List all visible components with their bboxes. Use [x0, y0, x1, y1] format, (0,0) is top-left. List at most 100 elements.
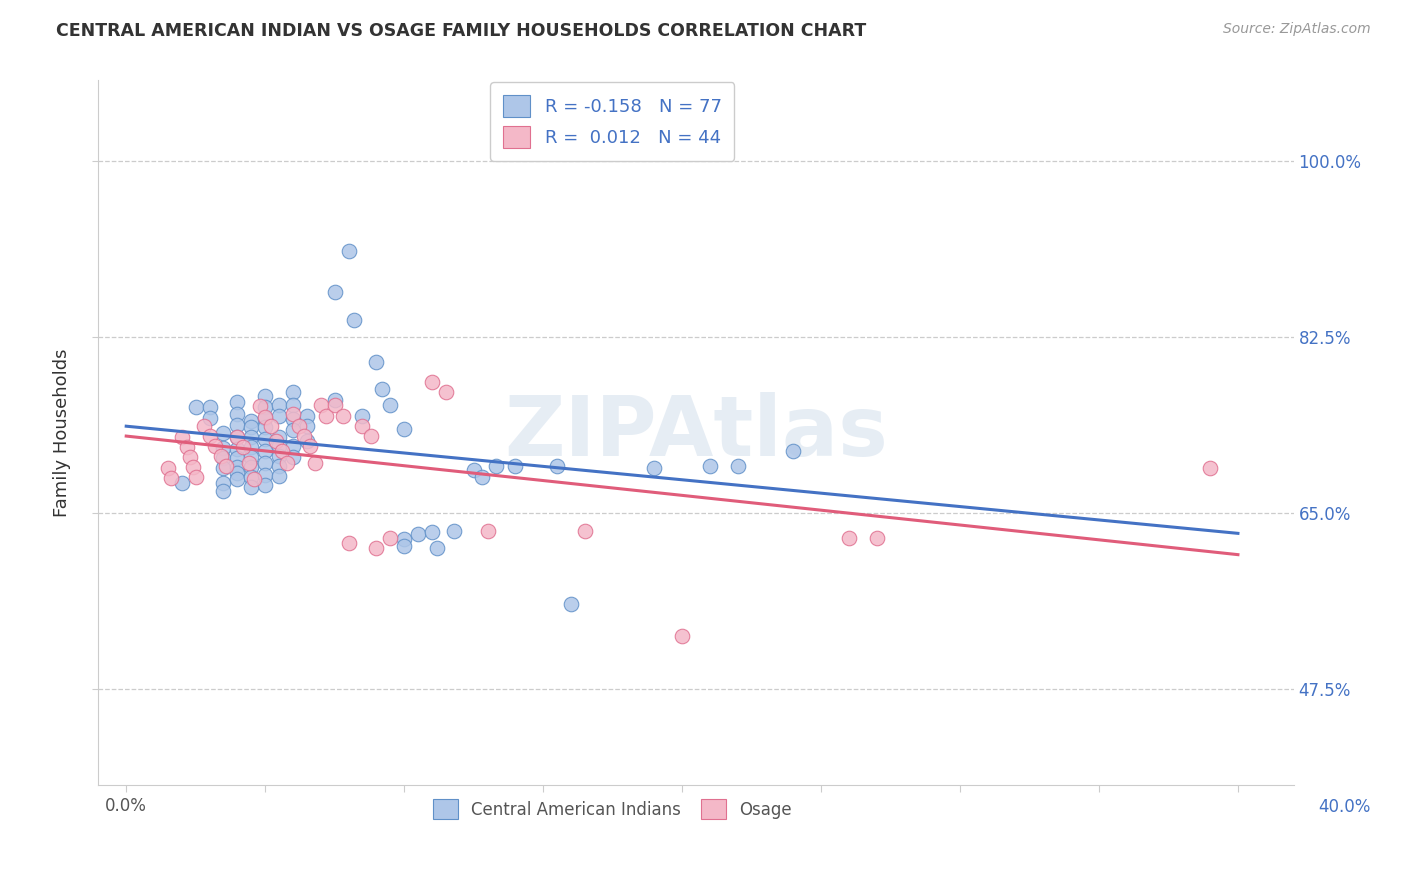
- Point: [254, 467, 277, 482]
- Point: [343, 313, 366, 327]
- Point: [226, 417, 249, 432]
- Point: [254, 432, 277, 446]
- Point: [281, 399, 304, 413]
- Point: [159, 471, 181, 485]
- Point: [426, 541, 449, 556]
- Point: [287, 418, 309, 433]
- Point: [215, 458, 238, 473]
- Point: [323, 399, 346, 413]
- Point: [360, 428, 382, 442]
- Text: Source: ZipAtlas.com: Source: ZipAtlas.com: [1223, 22, 1371, 37]
- Point: [366, 355, 388, 369]
- Point: [281, 423, 304, 437]
- Point: [392, 533, 415, 547]
- Point: [267, 439, 290, 453]
- Point: [254, 478, 277, 492]
- Point: [281, 439, 304, 453]
- Y-axis label: Family Households: Family Households: [53, 349, 72, 516]
- Point: [254, 401, 277, 415]
- Point: [292, 428, 315, 442]
- Point: [249, 400, 271, 414]
- Point: [226, 466, 249, 480]
- Point: [198, 401, 221, 415]
- Point: [226, 442, 249, 456]
- Point: [865, 532, 887, 546]
- Point: [477, 524, 499, 539]
- Point: [420, 376, 443, 390]
- Point: [838, 532, 860, 546]
- Text: ZIPAtlas: ZIPAtlas: [503, 392, 889, 473]
- Point: [226, 395, 249, 409]
- Point: [240, 440, 263, 454]
- Point: [212, 441, 235, 455]
- Point: [226, 408, 249, 422]
- Point: [392, 540, 415, 554]
- Point: [315, 409, 337, 423]
- Point: [352, 418, 374, 433]
- Point: [281, 450, 304, 464]
- Point: [380, 532, 402, 546]
- Point: [170, 475, 193, 490]
- Point: [309, 399, 332, 413]
- Point: [212, 483, 235, 498]
- Point: [337, 244, 360, 259]
- Point: [240, 419, 263, 434]
- Point: [574, 524, 596, 539]
- Point: [260, 418, 283, 433]
- Point: [212, 461, 235, 475]
- Point: [204, 439, 226, 453]
- Point: [380, 399, 402, 413]
- Point: [371, 382, 394, 396]
- Point: [337, 536, 360, 550]
- Point: [406, 527, 429, 541]
- Point: [240, 413, 263, 427]
- Point: [323, 393, 346, 408]
- Point: [295, 434, 318, 448]
- Point: [226, 450, 249, 465]
- Point: [184, 401, 207, 415]
- Point: [209, 449, 232, 463]
- Point: [443, 524, 465, 539]
- Point: [238, 456, 260, 470]
- Point: [226, 472, 249, 486]
- Point: [699, 458, 721, 473]
- Point: [276, 456, 298, 470]
- Point: [193, 418, 215, 433]
- Point: [226, 430, 249, 444]
- Point: [254, 389, 277, 403]
- Point: [298, 439, 321, 453]
- Point: [181, 459, 204, 474]
- Point: [392, 421, 415, 435]
- Point: [546, 458, 568, 473]
- Point: [352, 409, 374, 423]
- Point: [485, 458, 508, 473]
- Point: [240, 470, 263, 484]
- Point: [267, 458, 290, 473]
- Point: [198, 410, 221, 425]
- Legend: Central American Indians, Osage: Central American Indians, Osage: [423, 789, 801, 830]
- Point: [267, 399, 290, 413]
- Point: [240, 450, 263, 464]
- Point: [179, 450, 201, 464]
- Point: [254, 409, 277, 424]
- Point: [671, 629, 693, 643]
- Point: [156, 461, 179, 475]
- Text: CENTRAL AMERICAN INDIAN VS OSAGE FAMILY HOUSEHOLDS CORRELATION CHART: CENTRAL AMERICAN INDIAN VS OSAGE FAMILY …: [56, 22, 866, 40]
- Point: [254, 410, 277, 425]
- Point: [1199, 461, 1222, 475]
- Point: [176, 440, 198, 454]
- Point: [281, 385, 304, 400]
- Point: [212, 450, 235, 465]
- Point: [323, 285, 346, 299]
- Point: [281, 411, 304, 425]
- Point: [254, 443, 277, 458]
- Point: [434, 385, 457, 400]
- Point: [226, 459, 249, 474]
- Point: [212, 475, 235, 490]
- Point: [254, 456, 277, 470]
- Point: [232, 440, 254, 454]
- Point: [243, 472, 266, 486]
- Point: [304, 456, 326, 470]
- Point: [240, 480, 263, 494]
- Point: [267, 430, 290, 444]
